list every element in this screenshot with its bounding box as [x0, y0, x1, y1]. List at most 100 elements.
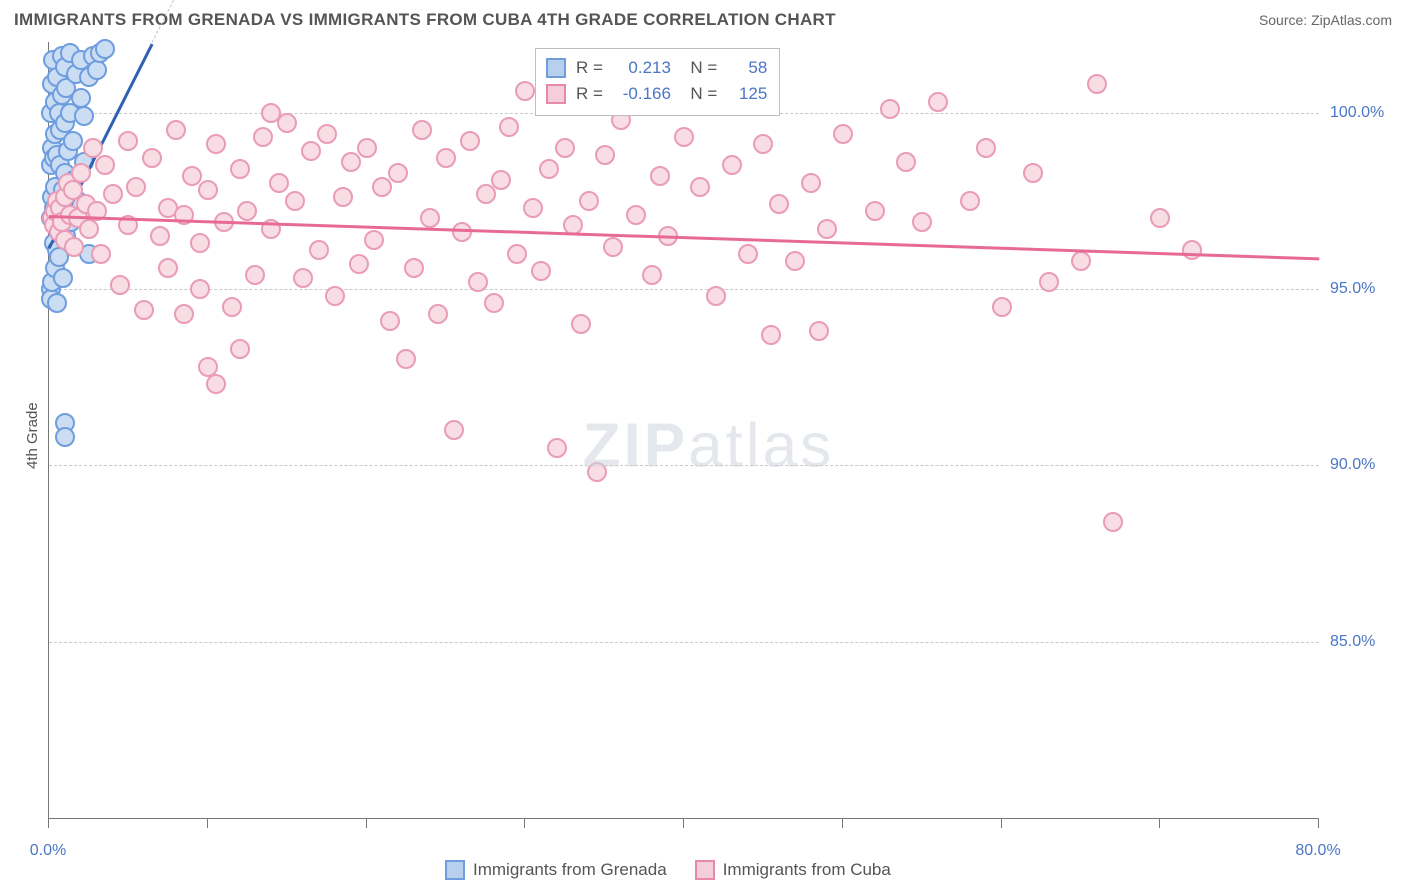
scatter-point	[1150, 208, 1170, 228]
scatter-point	[785, 251, 805, 271]
scatter-point	[1071, 251, 1091, 271]
scatter-point	[95, 39, 115, 59]
scatter-point	[301, 141, 321, 161]
scatter-point	[150, 226, 170, 246]
scatter-point	[198, 180, 218, 200]
scatter-point	[64, 237, 84, 257]
scatter-point	[1039, 272, 1059, 292]
scatter-point	[738, 244, 758, 264]
scatter-point	[603, 237, 623, 257]
scatter-point	[650, 166, 670, 186]
y-tick-label: 85.0%	[1330, 633, 1375, 651]
scatter-point	[753, 134, 773, 154]
scatter-point	[476, 184, 496, 204]
gridline-h	[49, 642, 1319, 643]
scatter-point	[642, 265, 662, 285]
scatter-point	[309, 240, 329, 260]
scatter-point	[523, 198, 543, 218]
scatter-point	[349, 254, 369, 274]
x-tick	[1001, 818, 1002, 828]
scatter-point	[253, 127, 273, 147]
scatter-point	[801, 173, 821, 193]
scatter-point	[364, 230, 384, 250]
scatter-point	[460, 131, 480, 151]
scatter-point	[452, 222, 472, 242]
scatter-point	[928, 92, 948, 112]
y-tick-label: 100.0%	[1330, 104, 1384, 122]
x-tick-label: 80.0%	[1295, 842, 1340, 860]
scatter-point	[571, 314, 591, 334]
scatter-point	[71, 163, 91, 183]
scatter-point	[230, 339, 250, 359]
scatter-point	[1182, 240, 1202, 260]
scatter-point	[626, 205, 646, 225]
scatter-point	[341, 152, 361, 172]
scatter-point	[83, 138, 103, 158]
y-tick-label: 90.0%	[1330, 456, 1375, 474]
legend-swatch-icon	[695, 860, 715, 880]
scatter-point	[428, 304, 448, 324]
scatter-point	[47, 293, 67, 313]
gridline-h	[49, 289, 1319, 290]
gridline-h	[49, 465, 1319, 466]
scatter-point	[1103, 512, 1123, 532]
stat-n-value: 125	[727, 81, 767, 107]
chart-source: Source: ZipAtlas.com	[1259, 12, 1392, 28]
stat-n-label: N =	[681, 55, 717, 81]
scatter-point	[491, 170, 511, 190]
stat-r-value: 0.213	[613, 55, 671, 81]
scatter-point	[245, 265, 265, 285]
scatter-point	[134, 300, 154, 320]
legend-item: Immigrants from Cuba	[695, 860, 891, 880]
stats-row: R = 0.213 N = 58	[546, 55, 767, 81]
scatter-point	[880, 99, 900, 119]
scatter-point	[142, 148, 162, 168]
scatter-point	[380, 311, 400, 331]
scatter-point	[357, 138, 377, 158]
scatter-point	[595, 145, 615, 165]
trend-line	[49, 215, 1319, 260]
scatter-point	[285, 191, 305, 211]
scatter-point	[95, 155, 115, 175]
x-tick-label: 0.0%	[30, 842, 66, 860]
legend-swatch-icon	[445, 860, 465, 880]
stat-n-label: N =	[681, 81, 717, 107]
scatter-point	[1087, 74, 1107, 94]
scatter-point	[531, 261, 551, 281]
scatter-point	[444, 420, 464, 440]
scatter-point	[190, 233, 210, 253]
legend-swatch-icon	[546, 84, 566, 104]
scatter-point	[63, 131, 83, 151]
chart-header: IMMIGRANTS FROM GRENADA VS IMMIGRANTS FR…	[14, 10, 1392, 30]
scatter-point	[230, 159, 250, 179]
scatter-point	[992, 297, 1012, 317]
scatter-point	[174, 304, 194, 324]
scatter-point	[912, 212, 932, 232]
x-tick	[207, 818, 208, 828]
scatter-point	[515, 81, 535, 101]
scatter-point	[237, 201, 257, 221]
plot-area	[48, 42, 1319, 819]
scatter-point	[436, 148, 456, 168]
stats-legend-box: R =0.213 N =58R =-0.166 N =125	[535, 48, 780, 116]
x-tick	[48, 818, 49, 828]
scatter-point	[333, 187, 353, 207]
stat-n-value: 58	[727, 55, 767, 81]
x-tick	[683, 818, 684, 828]
scatter-point	[166, 120, 186, 140]
scatter-point	[976, 138, 996, 158]
scatter-point	[317, 124, 337, 144]
scatter-point	[722, 155, 742, 175]
scatter-point	[1023, 163, 1043, 183]
scatter-point	[404, 258, 424, 278]
scatter-point	[126, 177, 146, 197]
scatter-point	[55, 427, 75, 447]
x-tick	[842, 818, 843, 828]
scatter-point	[587, 462, 607, 482]
scatter-point	[547, 438, 567, 458]
stat-r-label: R =	[576, 81, 603, 107]
scatter-point	[484, 293, 504, 313]
scatter-point	[539, 159, 559, 179]
stat-r-label: R =	[576, 55, 603, 81]
scatter-point	[865, 201, 885, 221]
